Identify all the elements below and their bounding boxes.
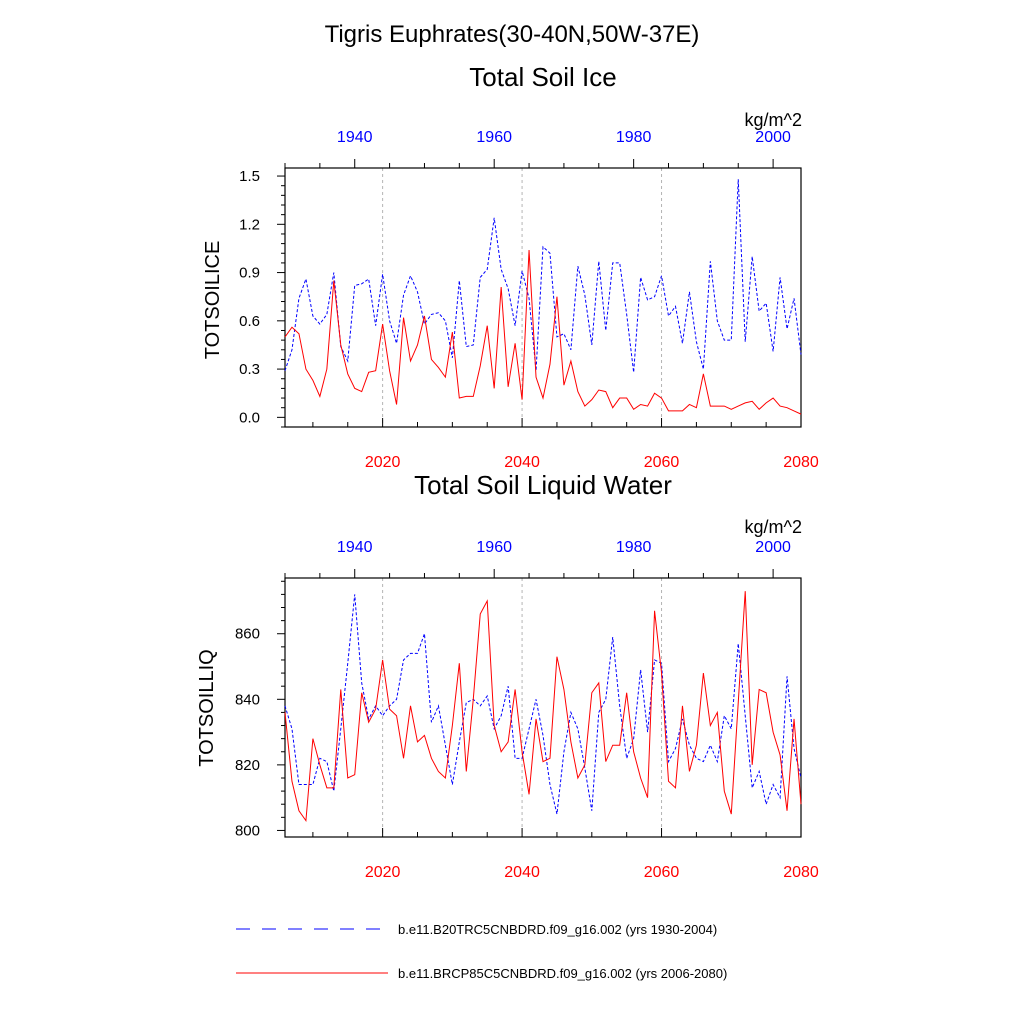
panel-soil-liquid-title: Total Soil Liquid Water	[414, 470, 672, 500]
x-tick-label-bottom: 2020	[365, 864, 401, 881]
y-tick-label: 820	[235, 757, 260, 774]
plot-frame	[284, 577, 802, 838]
x-tick-label-bottom: 2020	[365, 454, 401, 471]
series-line-future	[284, 250, 802, 415]
y-tick-label: 0.6	[239, 313, 260, 330]
x-tick-label-top: 1940	[337, 539, 373, 556]
x-tick-label-bottom: 2080	[783, 454, 819, 471]
series-line-historical	[284, 179, 802, 373]
y-tick-label: 0.3	[239, 361, 260, 378]
legend-future-label: b.e11.BRCP85C5CNBDRD.f09_g16.002 (yrs 20…	[398, 966, 727, 981]
x-tick-label-top: 1940	[337, 129, 373, 146]
plot-frame	[284, 167, 802, 428]
x-tick-label-bottom: 2040	[504, 454, 540, 471]
panel-soil-liquid-units: kg/m^2	[745, 517, 802, 537]
y-tick-label: 840	[235, 691, 260, 708]
panel-soil-ice-units: kg/m^2	[745, 110, 802, 130]
panel-soil-liquid-axes: 2020 2040 2060 2080 1940 1960 1980 2000 800 820 84…	[235, 539, 819, 881]
panel-soil-ice: Total Soil Ice kg/m^2 TOTSOILICE 2020 204…	[202, 62, 819, 471]
x-tick-label-top: 2000	[755, 129, 791, 146]
x-tick-label-top: 1960	[476, 539, 512, 556]
y-tick-label: 860	[235, 626, 260, 643]
x-tick-label-top: 1980	[616, 539, 652, 556]
x-tick-label-bottom: 2060	[644, 864, 680, 881]
x-tick-label-bottom: 2060	[644, 454, 680, 471]
legend: b.e11.B20TRC5CNBDRD.f09_g16.002 (yrs 193…	[236, 922, 727, 981]
series-line-historical	[284, 594, 802, 815]
panel-soil-ice-axes: 2020 2040 2060 2080 1940 1960 1980 2000 0.0 0.3 0.…	[239, 129, 819, 471]
y-tick-label: 0.0	[239, 409, 260, 426]
x-tick-label-top: 1960	[476, 129, 512, 146]
panel-soil-liquid-series	[284, 591, 802, 823]
panel-soil-ice-title: Total Soil Ice	[469, 62, 616, 92]
panel-soil-ice-grid	[382, 168, 663, 427]
x-tick-label-bottom: 2080	[783, 864, 819, 881]
panel-soil-ice-series	[284, 179, 802, 415]
panel-soil-liquid-ylabel: TOTSOILLIQ	[196, 649, 218, 766]
y-tick-label: 0.9	[239, 265, 260, 282]
y-tick-label: 800	[235, 822, 260, 839]
panel-soil-liquid-grid	[382, 578, 663, 837]
series-line-future	[284, 591, 802, 823]
y-tick-label: 1.2	[239, 216, 260, 233]
figure-title: Tigris Euphrates(30-40N,50W-37E)	[325, 21, 700, 48]
y-tick-label: 1.5	[239, 168, 260, 185]
panel-soil-ice-ylabel: TOTSOILICE	[202, 241, 224, 360]
x-tick-label-bottom: 2040	[504, 864, 540, 881]
panel-soil-liquid: Total Soil Liquid Water kg/m^2 TOTSOILLI…	[196, 470, 819, 881]
x-tick-label-top: 1980	[616, 129, 652, 146]
x-tick-label-top: 2000	[755, 539, 791, 556]
legend-historical-label: b.e11.B20TRC5CNBDRD.f09_g16.002 (yrs 193…	[398, 922, 717, 937]
